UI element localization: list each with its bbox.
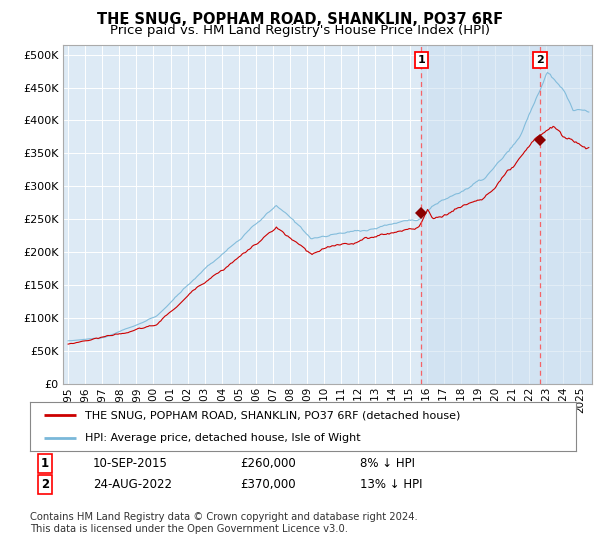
Text: 10-SEP-2015: 10-SEP-2015 <box>93 456 168 470</box>
Text: Price paid vs. HM Land Registry's House Price Index (HPI): Price paid vs. HM Land Registry's House … <box>110 24 490 36</box>
Text: 24-AUG-2022: 24-AUG-2022 <box>93 478 172 491</box>
Text: 13% ↓ HPI: 13% ↓ HPI <box>360 478 422 491</box>
Text: 8% ↓ HPI: 8% ↓ HPI <box>360 456 415 470</box>
Text: £370,000: £370,000 <box>240 478 296 491</box>
Text: 1: 1 <box>418 55 425 65</box>
Text: 1: 1 <box>41 456 49 470</box>
Text: THE SNUG, POPHAM ROAD, SHANKLIN, PO37 6RF (detached house): THE SNUG, POPHAM ROAD, SHANKLIN, PO37 6R… <box>85 410 460 421</box>
Text: £260,000: £260,000 <box>240 456 296 470</box>
Text: 2: 2 <box>41 478 49 491</box>
Bar <box>421 45 592 384</box>
Text: Contains HM Land Registry data © Crown copyright and database right 2024.
This d: Contains HM Land Registry data © Crown c… <box>30 512 418 534</box>
Text: THE SNUG, POPHAM ROAD, SHANKLIN, PO37 6RF: THE SNUG, POPHAM ROAD, SHANKLIN, PO37 6R… <box>97 12 503 27</box>
Text: 2: 2 <box>536 55 544 65</box>
Text: HPI: Average price, detached house, Isle of Wight: HPI: Average price, detached house, Isle… <box>85 433 360 444</box>
